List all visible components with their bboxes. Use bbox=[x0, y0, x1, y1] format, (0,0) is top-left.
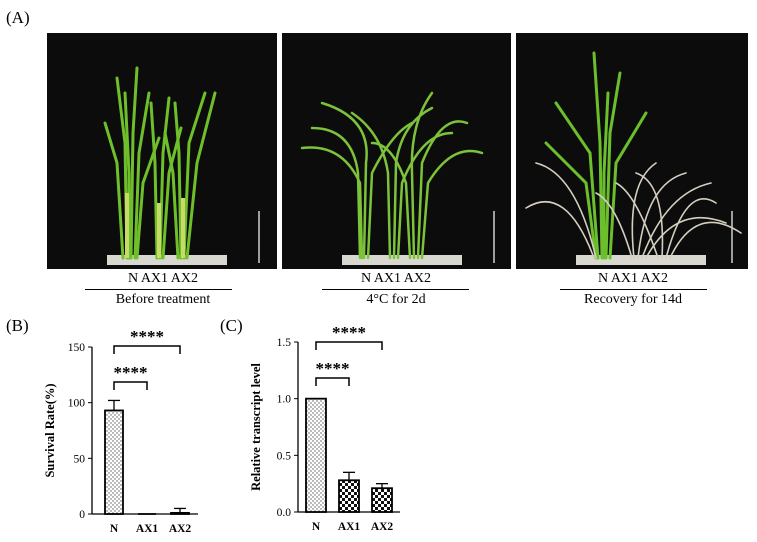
significance-bracket bbox=[113, 381, 148, 390]
divider-line-1 bbox=[85, 289, 232, 290]
significance-label: **** bbox=[332, 323, 366, 342]
panel-label-a: (A) bbox=[6, 8, 30, 27]
y-tick-label: 100 bbox=[68, 398, 86, 410]
y-tick-label: 150 bbox=[68, 342, 86, 354]
significance-bracket bbox=[315, 377, 350, 386]
significance-label: **** bbox=[114, 363, 148, 382]
y-tick-label: 1.5 bbox=[277, 337, 292, 349]
condition-caption-1: Before treatment bbox=[115, 292, 211, 307]
divider-line-2 bbox=[322, 289, 469, 290]
genotype-labels-3: N AX1 AX2 bbox=[597, 271, 668, 286]
significance-bracket bbox=[113, 345, 181, 354]
condition-caption-2: 4°C for 2d bbox=[366, 292, 426, 307]
genotype-labels-2: N AX1 AX2 bbox=[360, 271, 431, 286]
y-tick-label: 50 bbox=[74, 453, 86, 465]
y-axis-label: Survival Rate(%) bbox=[43, 383, 57, 477]
panel-label-c: (C) bbox=[220, 316, 243, 335]
significance-label: **** bbox=[130, 327, 164, 346]
transcript-level-chart: 0.0 0.5 1.0 1.5 Relative transcript level N AX… bbox=[249, 323, 400, 533]
y-tick-label: 1.0 bbox=[277, 394, 292, 406]
y-tick-label: 0.0 bbox=[277, 507, 292, 519]
divider-line-3 bbox=[560, 289, 707, 290]
x-tick-label: AX1 bbox=[136, 523, 159, 535]
rice-seedlings-image bbox=[516, 33, 748, 269]
y-axis-label: Relative transcript level bbox=[249, 363, 263, 491]
genotype-labels-1: N AX1 AX2 bbox=[127, 271, 198, 286]
condition-caption-3: Recovery for 14d bbox=[584, 292, 682, 307]
bar bbox=[338, 479, 360, 513]
bar bbox=[170, 511, 190, 515]
x-tick-label: AX2 bbox=[169, 523, 192, 535]
rice-seedlings-image bbox=[282, 33, 511, 269]
x-tick-label: AX1 bbox=[338, 521, 361, 533]
photo-recovery bbox=[516, 33, 748, 269]
y-tick-label: 0.5 bbox=[277, 450, 292, 462]
panel-label-b: (B) bbox=[6, 316, 29, 335]
significance-bracket bbox=[315, 341, 383, 350]
x-tick-label: AX2 bbox=[371, 521, 394, 533]
bar bbox=[104, 409, 124, 515]
photo-cold-treatment bbox=[282, 33, 511, 269]
photo-before-treatment bbox=[47, 33, 277, 269]
significance-label: **** bbox=[316, 359, 350, 378]
bar bbox=[305, 397, 327, 513]
rice-seedlings-image bbox=[47, 33, 277, 269]
bar bbox=[371, 487, 393, 513]
x-tick-label: N bbox=[110, 523, 119, 535]
y-tick-label: 0 bbox=[79, 509, 85, 521]
x-tick-label: N bbox=[312, 521, 321, 533]
survival-rate-chart: 0 50 100 150 Survival Rate(%) N AX1 AX2 **** **** bbox=[43, 327, 198, 535]
